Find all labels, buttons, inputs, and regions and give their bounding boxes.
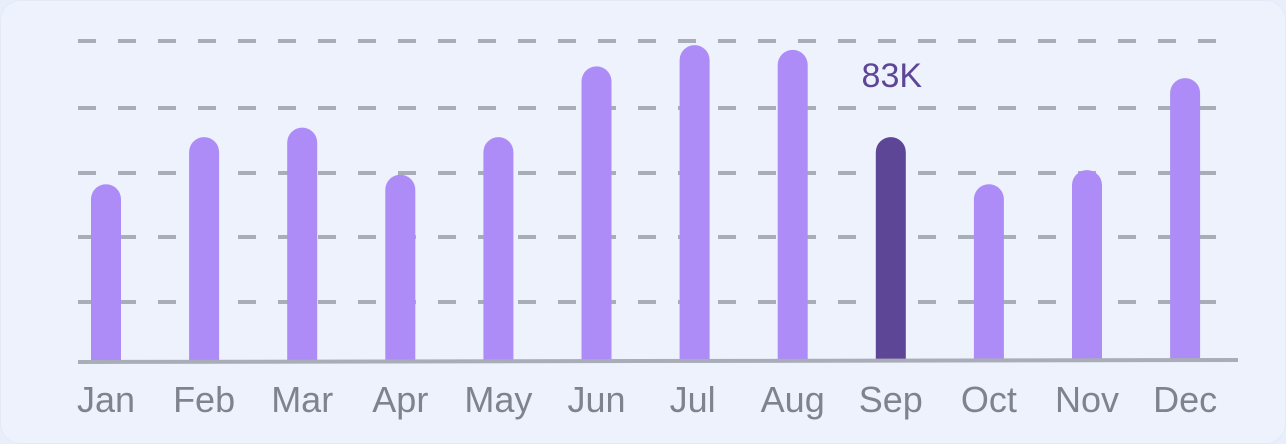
tick-label-aug: Aug	[761, 379, 825, 420]
bar-dec[interactable]	[1170, 78, 1201, 362]
bar-feb[interactable]	[189, 137, 220, 361]
bar-apr[interactable]	[385, 174, 416, 361]
bar-jul[interactable]	[679, 45, 710, 362]
bar-oct[interactable]	[973, 184, 1004, 361]
bars	[91, 45, 1201, 362]
bar-mar[interactable]	[287, 127, 318, 361]
bar-jan[interactable]	[91, 184, 122, 361]
tick-label-apr: Apr	[372, 379, 428, 420]
bar-sep[interactable]	[875, 137, 906, 361]
value-labels: 83K	[862, 57, 923, 95]
tick-label-jan: Jan	[77, 379, 135, 420]
tick-label-mar: Mar	[271, 379, 333, 420]
bar-may[interactable]	[483, 137, 514, 361]
tick-label-dec: Dec	[1153, 379, 1217, 420]
x-axis-baseline	[77, 358, 1239, 364]
grid-lines	[78, 39, 1238, 304]
bar-aug[interactable]	[777, 49, 808, 361]
tick-label-jul: Jul	[670, 379, 716, 420]
x-axis-tick-labels: Jan Feb Mar Apr May Jun Jul Aug Sep Oct Nov Dec	[77, 379, 1217, 420]
bar-jun[interactable]	[581, 66, 612, 361]
tick-label-nov: Nov	[1055, 379, 1119, 420]
tick-label-jun: Jun	[567, 379, 625, 420]
tick-label-may: May	[464, 379, 532, 420]
value-label-sep: 83K	[862, 57, 923, 95]
bar-nov[interactable]	[1072, 170, 1102, 361]
tick-label-feb: Feb	[173, 379, 235, 420]
tick-label-sep: Sep	[859, 379, 923, 420]
tick-label-oct: Oct	[961, 379, 1017, 420]
